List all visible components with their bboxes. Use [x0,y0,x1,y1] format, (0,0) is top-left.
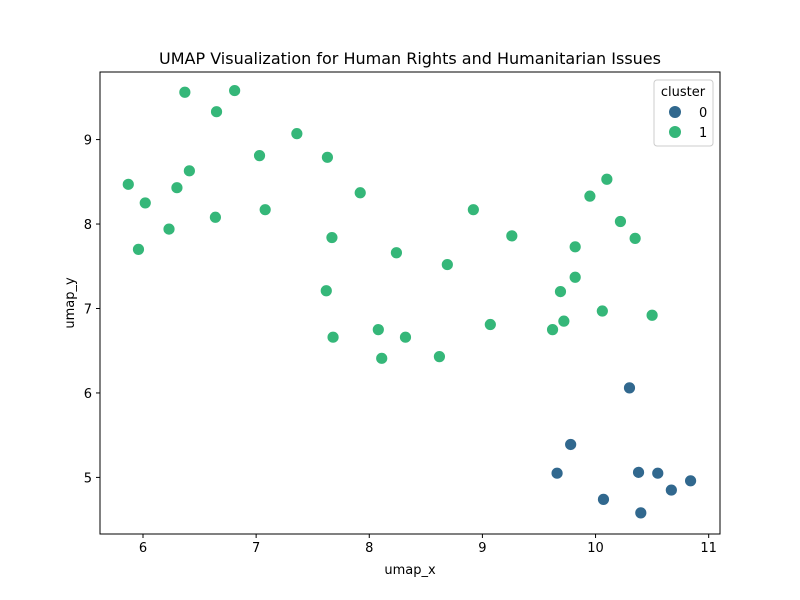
legend-box [653,79,714,147]
data-point-cluster-1 [375,351,389,365]
data-point-cluster-1 [399,330,412,344]
data-point-cluster-1 [253,149,266,163]
data-point-cluster-1 [568,270,582,284]
y-axis: 5 6 7 8 9 [84,134,100,486]
data-point-cluster-1 [132,242,145,256]
data-point-cluster-1 [546,323,559,337]
data-point-cluster-1 [321,150,334,164]
data-point-cluster-1 [595,304,609,318]
legend-marker-cluster-0 [669,106,681,118]
data-point-cluster-1 [210,105,223,119]
data-point-cluster-0 [651,466,665,480]
data-point-cluster-1 [390,246,403,260]
data-point-cluster-0 [564,438,578,451]
x-tick-label: 10 [587,541,604,556]
legend-label-cluster-0: 0 [699,106,707,121]
data-point-cluster-1 [505,229,519,243]
data-point-cluster-1 [614,215,627,228]
data-point-cluster-1 [228,84,242,97]
data-point-cluster-0 [597,492,610,506]
data-point-cluster-1 [600,172,614,186]
y-axis-label: umap_y [63,277,78,329]
x-tick-label: 11 [700,541,717,556]
data-point-cluster-1 [170,181,184,195]
data-point-cluster-1 [554,285,567,298]
data-point-cluster-1 [628,231,642,245]
x-tick-label: 8 [365,541,373,556]
y-tick-label: 8 [84,218,92,233]
data-point-cluster-1 [178,85,192,99]
data-point-cluster-0 [632,465,645,479]
data-point-cluster-1 [568,240,582,254]
points-layer [121,84,697,520]
legend-label-cluster-1: 1 [699,126,707,141]
data-point-cluster-0 [623,381,636,395]
data-point-cluster-1 [353,186,367,200]
data-point-cluster-1 [325,231,339,244]
data-point-cluster-1 [258,203,272,217]
y-tick-label: 5 [84,471,92,486]
y-tick-label: 7 [84,302,92,317]
y-tick-label: 9 [84,134,92,149]
x-tick-label: 7 [252,541,260,556]
data-point-cluster-0 [664,483,678,497]
data-point-cluster-1 [121,177,135,191]
legend: cluster 0 1 [653,79,714,147]
data-point-cluster-1 [182,164,196,178]
legend-title: cluster [661,85,706,100]
chart-title: UMAP Visualization for Human Rights and … [159,49,661,68]
data-point-cluster-1 [433,350,446,364]
data-point-cluster-1 [138,196,152,210]
data-point-cluster-0 [550,466,564,480]
data-point-cluster-1 [557,314,571,328]
data-point-cluster-1 [466,203,480,217]
data-point-cluster-1 [645,308,659,322]
data-point-cluster-0 [684,474,697,488]
data-point-cluster-1 [440,258,454,271]
data-point-cluster-1 [326,330,340,344]
data-point-cluster-1 [583,189,597,203]
data-point-cluster-1 [162,222,176,236]
x-axis-label: umap_x [384,563,436,578]
data-point-cluster-0 [634,506,648,520]
y-tick-label: 6 [84,387,92,402]
x-tick-label: 9 [478,541,486,556]
data-point-cluster-1 [290,127,304,141]
data-point-cluster-1 [209,210,222,224]
data-point-cluster-1 [371,323,385,337]
legend-marker-cluster-1 [669,126,681,138]
x-tick-label: 6 [139,541,147,556]
plot-frame [99,71,721,535]
x-axis: 6 7 8 9 10 11 [139,534,717,556]
data-point-cluster-1 [319,284,333,298]
data-point-cluster-1 [483,318,497,331]
